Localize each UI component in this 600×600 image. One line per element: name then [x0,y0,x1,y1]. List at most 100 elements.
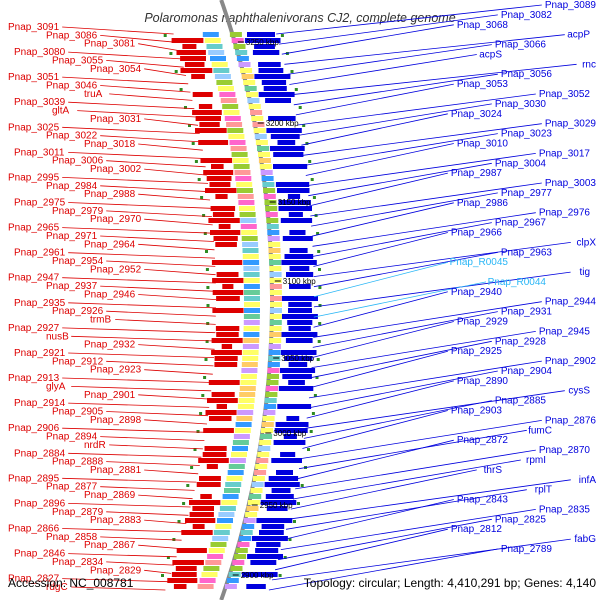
gene-label[interactable]: Pnap_2914 [14,398,66,409]
gene-label[interactable]: Pnap_2987 [451,168,503,179]
gene-label[interactable]: Pnap_2872 [457,435,509,446]
gene-label[interactable]: Pnap_2944 [545,297,597,308]
gene-label[interactable]: Pnap_2869 [84,490,136,501]
gene-label[interactable]: Pnap_3010 [457,139,509,150]
gene-label[interactable]: Pnap_3025 [8,122,60,133]
gene-label[interactable]: truA [84,89,103,100]
gene-label[interactable]: Pnap_2963 [501,247,553,258]
gene-label[interactable]: Pnap_2884 [14,448,66,459]
gene-label[interactable]: Pnap_2896 [14,498,66,509]
gene-label[interactable]: Pnap_2932 [84,340,136,351]
gene-label[interactable]: Pnap_2979 [52,206,104,217]
gene-label[interactable]: Pnap_2902 [545,356,597,367]
gene-label[interactable]: Pnap_2881 [90,465,142,476]
gene-label[interactable]: Pnap_2827 [8,574,60,585]
gene-label[interactable]: Pnap_2967 [495,218,547,229]
gene-label[interactable]: Pnap_3051 [8,72,60,83]
gene-label[interactable]: Pnap_2984 [46,181,98,192]
gene-label[interactable]: Pnap_3091 [8,22,60,33]
gene-label[interactable]: glyA [46,381,66,392]
gene-label[interactable]: Pnap_2894 [46,432,98,443]
gene-label[interactable]: rpmI [526,455,546,466]
gene-label[interactable]: Pnap_3022 [46,131,98,142]
gene-label[interactable]: Pnap_2935 [14,298,66,309]
gene-label[interactable]: Pnap_2825 [495,514,547,525]
gene-label[interactable]: Pnap_2912 [52,356,104,367]
gene-label[interactable]: Pnap_2946 [84,290,136,301]
gene-label[interactable]: Pnap_3029 [545,119,597,130]
gene-label[interactable]: acpP [567,30,590,41]
gene-label[interactable]: Pnap_2965 [8,223,60,234]
gene-label[interactable]: Pnap_R0045 [450,257,509,268]
gene-label[interactable]: Pnap_2986 [457,198,509,209]
gene-label[interactable]: nusB [46,331,69,342]
gene-label[interactable]: Pnap_2964 [84,239,136,250]
gene-label[interactable]: Pnap_2812 [451,524,503,535]
gene-label[interactable]: clpX [577,237,597,248]
gene-label[interactable]: tig [579,267,590,278]
gene-label[interactable]: Pnap_2988 [84,189,136,200]
gene-label[interactable]: Pnap_2901 [84,390,136,401]
gene-label[interactable]: Pnap_3017 [539,148,591,159]
gene-label[interactable]: Pnap_3068 [457,20,509,31]
gene-label[interactable]: Pnap_2789 [501,544,553,555]
gene-label[interactable]: Pnap_3004 [495,158,547,169]
gene-label[interactable]: Pnap_2913 [8,373,60,384]
gene-label[interactable]: Pnap_3086 [46,30,98,41]
gene-label[interactable]: Pnap_3031 [90,114,142,125]
gene-label[interactable]: Pnap_2947 [8,273,60,284]
gene-label[interactable]: Pnap_2904 [501,366,553,377]
gene-label[interactable]: Pnap_2877 [46,482,98,493]
gene-label[interactable]: fumC [528,425,552,436]
gene-label[interactable]: Pnap_3002 [90,164,142,175]
gene-label[interactable]: Pnap_3011 [14,147,65,158]
gene-label[interactable]: Pnap_2970 [90,214,142,225]
gene-label[interactable]: cysS [568,386,590,397]
gene-label[interactable]: thrS [484,465,503,476]
gene-label[interactable]: Pnap_3023 [501,129,553,140]
gene-label[interactable]: Pnap_2954 [52,256,104,267]
gene-label[interactable]: Pnap_2858 [46,532,98,543]
gene-label[interactable]: Pnap_3024 [451,109,503,120]
gene-label[interactable]: Pnap_2846 [14,549,66,560]
gene-label[interactable]: Pnap_3066 [495,40,547,51]
gene-label[interactable]: Pnap_2952 [90,264,142,275]
gene-label[interactable]: Pnap_2945 [539,326,591,337]
gene-label[interactable]: Pnap_3081 [84,39,136,50]
gene-label[interactable]: Pnap_2966 [451,228,503,239]
gene-label[interactable]: Pnap_2931 [501,307,553,318]
gene-label[interactable]: Pnap_2867 [84,540,136,551]
gene-label[interactable]: trmB [90,315,111,326]
gene-label[interactable]: Pnap_3003 [545,178,597,189]
gene-label[interactable]: Pnap_2921 [14,348,66,359]
gene-label[interactable]: Pnap_2927 [8,323,60,334]
gene-label[interactable]: Pnap_2829 [90,565,142,576]
gene-label[interactable]: Pnap_2928 [495,336,547,347]
gene-label[interactable]: infA [579,475,597,486]
gene-label[interactable]: Pnap_3082 [501,10,553,21]
gene-label[interactable]: Pnap_2961 [14,248,66,259]
gene-label[interactable]: rnc [582,59,596,70]
gene-label[interactable]: Pnap_2866 [8,524,60,535]
gene-label[interactable]: Pnap_2906 [8,423,60,434]
gene-label[interactable]: Pnap_2905 [52,407,104,418]
gene-label[interactable]: Pnap_3055 [52,55,104,66]
gene-label[interactable]: Pnap_2923 [90,365,142,376]
gene-label[interactable]: Pnap_2890 [457,376,509,387]
gene-label[interactable]: Pnap_2995 [8,172,60,183]
gene-label[interactable]: fabG [574,534,596,545]
gene-label[interactable]: Pnap_2903 [451,406,503,417]
gene-label[interactable]: Pnap_3006 [52,156,104,167]
gene-label[interactable]: Pnap_2895 [8,473,60,484]
gene-label[interactable]: Pnap_3030 [495,99,547,110]
gene-label[interactable]: Pnap_2976 [539,208,591,219]
gene-label[interactable]: Pnap_2971 [46,231,98,242]
gene-label[interactable]: Pnap_2925 [451,346,503,357]
gene-label[interactable]: Pnap_2929 [457,317,509,328]
gene-label[interactable]: Pnap_2977 [501,188,553,199]
gene-label[interactable]: Pnap_2834 [52,557,104,568]
gene-label[interactable]: Pnap_3056 [501,69,553,80]
gene-label[interactable]: Pnap_R0044 [488,277,547,288]
gene-label[interactable]: gltA [52,106,70,117]
gene-label[interactable]: Pnap_2835 [539,504,591,515]
